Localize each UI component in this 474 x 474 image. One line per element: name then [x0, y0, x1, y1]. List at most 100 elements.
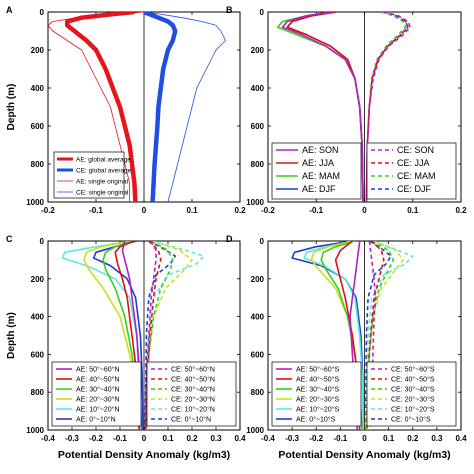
- panel-c: C -0.4 -0.3 -0.2 -0.1 0 0.1 0.2 0.3 0.4 0 200 400 600…: [6, 234, 246, 461]
- x-tick-label: 0.1: [186, 206, 198, 215]
- legend-box: [366, 361, 457, 427]
- x-axis-label: Potential Density Anomaly (kg/m3): [58, 449, 230, 461]
- legend-label: AE: SON: [302, 145, 339, 155]
- y-tick-label: 400: [31, 84, 45, 93]
- panel-label: D: [226, 234, 233, 244]
- legend-box: [51, 361, 142, 427]
- y-tick-label: 1000: [26, 426, 44, 435]
- y-tick-label: 0: [260, 8, 265, 17]
- x-tick-label: -0.1: [89, 206, 103, 215]
- x-tick-label: 0.4: [234, 434, 246, 443]
- y-tick-label: 0: [40, 237, 45, 246]
- y-tick-label: 800: [251, 388, 265, 397]
- x-tick-label: 0.2: [234, 206, 246, 215]
- panel-label: B: [226, 5, 233, 15]
- series-line-d-6: [368, 241, 377, 430]
- y-tick-label: 400: [251, 84, 265, 93]
- y-tick-label: 800: [31, 160, 45, 169]
- y-tick-label: 1000: [26, 198, 44, 207]
- legend-box: [146, 361, 237, 427]
- series-line-d-10: [365, 241, 414, 430]
- y-tick-label: 400: [251, 313, 265, 322]
- x-tick-label: 0.3: [210, 434, 222, 443]
- legend-label: AE: 30°~40°N: [76, 385, 120, 393]
- series-lines: [61, 241, 205, 430]
- series-line-a-0: [64, 12, 138, 202]
- panel-b: B -0.2 -0.1 0 0.1 0.2 0 200 400 600 800 1000 AE: SON…: [226, 5, 467, 215]
- legend-label: CE: SON: [397, 145, 434, 155]
- legend-label: AE: 20°~30°N: [76, 395, 120, 403]
- series-line-a-3: [143, 12, 227, 202]
- x-tick-label: -0.1: [309, 206, 323, 215]
- legend-label: CE: 30°~40°N: [171, 385, 215, 393]
- series-line-c-5: [92, 241, 144, 430]
- series-line-b-4: [365, 12, 412, 202]
- x-tick-label: 0.1: [383, 434, 395, 443]
- y-tick-label: 200: [31, 275, 45, 284]
- x-tick-label: -0.2: [309, 434, 323, 443]
- y-tick-label: 200: [251, 275, 265, 284]
- series-lines: [48, 12, 227, 202]
- y-tick-label: 200: [251, 46, 265, 55]
- series-line-a-1: [143, 12, 178, 202]
- x-tick-label: 0: [362, 434, 367, 443]
- x-tick-label: -0.4: [41, 434, 55, 443]
- x-tick-label: -0.3: [65, 434, 79, 443]
- y-tick-label: 600: [251, 350, 265, 359]
- legend-label: AE: 10°~20°N: [76, 405, 120, 413]
- panel-a: A -0.2 -0.1 0 0.1 0.2 0 200 400 600 800 1000 Depth (…: [6, 5, 246, 215]
- series-lines: [276, 12, 412, 202]
- legend-label: CE: MAM: [397, 171, 436, 181]
- series-line-c-11: [144, 241, 176, 430]
- y-tick-label: 1000: [246, 426, 264, 435]
- legend-label: AE: DJF: [302, 184, 336, 194]
- legend-label: CE: single original: [76, 189, 129, 196]
- y-tick-label: 600: [251, 122, 265, 131]
- legend-label: AE: 50°~60°S: [296, 365, 339, 373]
- legend-label: CE: global average: [76, 167, 132, 174]
- panel-label: C: [6, 234, 13, 244]
- legend-label: CE: 20°~30°N: [171, 395, 215, 403]
- legend-label: CE: 50°~60°S: [391, 365, 435, 373]
- x-tick-label: 0: [142, 206, 147, 215]
- legend-label: CE: 0°~10°S: [391, 415, 431, 423]
- legend-label: CE: 40°~50°S: [391, 375, 435, 383]
- legend-label: AE: single original: [76, 178, 129, 185]
- series-line-b-7: [365, 12, 409, 202]
- y-tick-label: 1000: [246, 198, 264, 207]
- series-line-d-11: [364, 241, 392, 430]
- y-tick-label: 800: [251, 160, 265, 169]
- legend-label: AE: 0°~10°S: [296, 415, 336, 423]
- legend-label: CE: 10°~20°N: [171, 405, 215, 413]
- series-line-d-7: [366, 241, 385, 430]
- legend-label: AE: JJA: [302, 158, 334, 168]
- legend-label: AE: global average: [76, 156, 131, 163]
- y-axis-label: Depth (m): [6, 84, 17, 131]
- x-axis-label: Potential Density Anomaly (kg/m3): [278, 449, 450, 461]
- legend-label: CE: 0°~10°N: [171, 415, 211, 423]
- x-tick-label: 0.1: [407, 206, 419, 215]
- x-tick-label: 0: [362, 206, 367, 215]
- x-tick-label: -0.2: [261, 206, 275, 215]
- x-tick-label: 0.2: [186, 434, 198, 443]
- series-line-b-5: [365, 12, 409, 202]
- x-tick-label: 0.2: [407, 434, 419, 443]
- x-tick-label: -0.2: [41, 206, 55, 215]
- legend-label: AE: 20°~30°S: [296, 395, 339, 403]
- series-line-d-9: [365, 241, 404, 430]
- x-tick-label: -0.2: [89, 434, 103, 443]
- panel-d: D -0.4 -0.3 -0.2 -0.1 0 0.1 0.2 0.3 0.4 0 200 400 600…: [226, 234, 467, 461]
- legend-label: AE: 50°~60°N: [76, 365, 120, 373]
- x-tick-label: 0.3: [431, 434, 443, 443]
- y-tick-label: 600: [31, 350, 45, 359]
- x-tick-label: 0.4: [455, 434, 467, 443]
- legend-label: CE: JJA: [397, 158, 430, 168]
- y-tick-label: 800: [31, 388, 45, 397]
- x-tick-label: -0.3: [285, 434, 299, 443]
- series-line-c-1: [114, 241, 140, 430]
- y-tick-label: 0: [260, 237, 265, 246]
- x-tick-label: -0.1: [333, 434, 347, 443]
- x-tick-label: 0.1: [162, 434, 174, 443]
- x-tick-label: 0: [142, 434, 147, 443]
